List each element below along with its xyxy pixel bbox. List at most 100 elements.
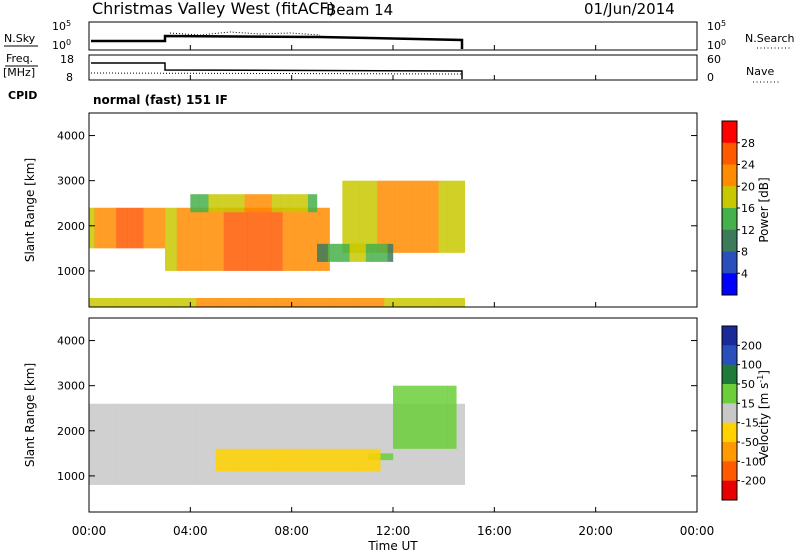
power-cell-main_echo_rising-0 xyxy=(165,207,177,271)
power-cell-main_echo_rising-7 xyxy=(247,207,260,271)
power-cell-main_echo_early-8 xyxy=(132,207,139,249)
power-colorbar-tick-label-4: 20 xyxy=(741,180,755,193)
power-cell-lower_band-3 xyxy=(333,243,339,262)
velocity-cell-ground_scatter-9 xyxy=(330,403,358,485)
velocity-colorbar-frame xyxy=(721,325,738,501)
power-data-layer xyxy=(89,180,465,307)
velocity-cell-positive_arc-13 xyxy=(451,385,457,449)
velocity-cell-negative_streak-7 xyxy=(298,448,310,472)
power-cell-main_echo_early-5 xyxy=(116,207,122,249)
velocity-cell-positive_patch-9 xyxy=(383,453,386,461)
power-cell-upper_band-9 xyxy=(271,194,282,213)
velocity-cell-ground_scatter-6 xyxy=(250,403,278,485)
velocity-colorbar-swatch-1 xyxy=(722,345,737,366)
velocity-cell-negative_streak-9 xyxy=(321,448,334,472)
power-cell-near_range-10 xyxy=(357,297,385,307)
velocity-cell-positive_patch-12 xyxy=(389,453,392,461)
power-cell-noon_arc-7 xyxy=(403,180,413,253)
freq-label-line1: Freq. xyxy=(6,52,33,65)
freq-tick-bottom-right: 0 xyxy=(707,71,714,84)
power-cell-main_echo_early-13 xyxy=(159,207,166,249)
power-cell-main_echo_rising-11 xyxy=(294,207,307,271)
power-cell-main_echo_early-9 xyxy=(137,207,144,249)
date-title: 01/Jun/2014 xyxy=(584,0,675,18)
velocity-cell-positive_arc-8 xyxy=(429,385,434,449)
power-cell-lower_band-0 xyxy=(317,243,323,262)
power-cell-main_echo_rising-2 xyxy=(188,207,201,271)
power-colorbar-label: Power [dB] xyxy=(757,177,771,242)
power-cell-main_echo_rising-13 xyxy=(317,207,330,271)
xtick-label-1: 04:00 xyxy=(173,524,208,538)
power-cell-main_echo_early-2 xyxy=(99,207,106,249)
power-cell-near_range-9 xyxy=(330,297,358,307)
power-cell-main_echo_early-11 xyxy=(148,207,155,249)
velocity-cell-positive_arc-3 xyxy=(406,385,412,449)
velocity-colorbar-tick-label-5: -50 xyxy=(741,436,759,449)
nave-label: Nave xyxy=(746,65,774,78)
power-cell-noon_arc-1 xyxy=(351,180,361,253)
power-colorbar-tick-label-0: 4 xyxy=(741,267,748,280)
power-colorbar-tick-label-5: 24 xyxy=(741,159,755,172)
beam-title: Beam 14 xyxy=(326,1,393,19)
power-cell-lower_band-8 xyxy=(360,243,367,262)
power-cell-main_echo_early-3 xyxy=(105,207,111,249)
power-colorbar-swatch-3 xyxy=(722,186,737,209)
velocity-cell-negative_streak-12 xyxy=(356,448,369,472)
power-plot-area xyxy=(89,180,465,307)
power-cell-main_echo_rising-1 xyxy=(176,207,189,271)
velocity-panel: 1000 2000 3000 4000 Slant Range [km] 200 100… xyxy=(23,317,771,513)
nsky-tick-bottom-left: 100 xyxy=(52,38,71,52)
velocity-cell-positive_arc-7 xyxy=(424,385,430,449)
velocity-cell-negative_streak-2 xyxy=(239,448,252,472)
power-cell-upper_band-8 xyxy=(262,194,272,213)
velocity-data-layer xyxy=(89,385,465,485)
velocity-cell-negative_streak-6 xyxy=(286,448,299,472)
velocity-cell-ground_scatter-7 xyxy=(276,403,304,485)
nave-trace xyxy=(90,72,463,75)
power-cell-near_range-12 xyxy=(411,297,439,307)
power-colorbar-swatch-6 xyxy=(722,251,737,274)
power-cell-noon_arc-10 xyxy=(429,180,439,253)
power-cell-upper_band-2 xyxy=(208,194,218,213)
velocity-cell-positive_patch-7 xyxy=(380,453,383,461)
velocity-colorbar-tick-label-6: -100 xyxy=(741,455,766,468)
power-cell-near_range-0 xyxy=(89,297,117,307)
power-colorbar-tick-label-3: 16 xyxy=(741,202,755,215)
velocity-cell-positive_arc-9 xyxy=(433,385,439,449)
cpid-value: normal (fast) 151 IF xyxy=(93,93,228,107)
power-ytick-label-1000: 1000 xyxy=(57,265,85,278)
velocity-cell-positive_arc-10 xyxy=(438,385,443,449)
power-colorbar-swatch-2 xyxy=(722,164,737,187)
power-cell-near_range-6 xyxy=(250,297,278,307)
power-cell-lower_band-2 xyxy=(327,243,334,262)
power-yaxis: 1000 2000 3000 4000 xyxy=(57,130,697,278)
power-cell-near_range-13 xyxy=(437,297,465,307)
power-ytick-label-2000: 2000 xyxy=(57,220,85,233)
power-colorbar-swatch-4 xyxy=(722,208,737,231)
power-colorbar: 4 8 12 16 20 24 28 xyxy=(721,120,755,296)
velocity-cell-ground_scatter-1 xyxy=(115,403,143,485)
power-cell-noon_arc-13 xyxy=(456,180,465,253)
velocity-cell-positive_arc-12 xyxy=(447,385,453,449)
power-cell-main_echo_rising-9 xyxy=(270,207,283,271)
xtick-label-5: 20:00 xyxy=(578,524,613,538)
velocity-colorbar-tick-label-1: 100 xyxy=(741,359,762,372)
velocity-colorbar-swatch-7 xyxy=(722,461,737,482)
power-cell-upper_band-10 xyxy=(280,194,291,213)
nsky-tick-top-left: 105 xyxy=(52,19,71,33)
power-cell-lower_band-12 xyxy=(382,243,388,262)
power-cell-upper_band-13 xyxy=(307,194,318,213)
power-cell-near_range-4 xyxy=(196,297,224,307)
velocity-cell-negative_streak-8 xyxy=(309,448,322,472)
station-title: Christmas Valley West (fitACF) xyxy=(92,0,335,18)
xtick-label-0: 00:00 xyxy=(72,524,107,538)
velocity-cell-negative_streak-3 xyxy=(250,448,263,472)
power-cell-upper_band-7 xyxy=(253,194,263,213)
velocity-ytick-label-4000: 4000 xyxy=(57,335,85,348)
power-panel: 1000 2000 3000 4000 Slant Range [km] 4 8 12 16… xyxy=(23,112,771,308)
power-colorbar-swatch-0 xyxy=(722,121,737,144)
power-colorbar-swatch-7 xyxy=(722,273,737,296)
velocity-colorbar-tick-label-7: -200 xyxy=(741,475,766,488)
velocity-cell-positive_arc-0 xyxy=(393,385,398,449)
xtick-label-3: 12:00 xyxy=(376,524,411,538)
